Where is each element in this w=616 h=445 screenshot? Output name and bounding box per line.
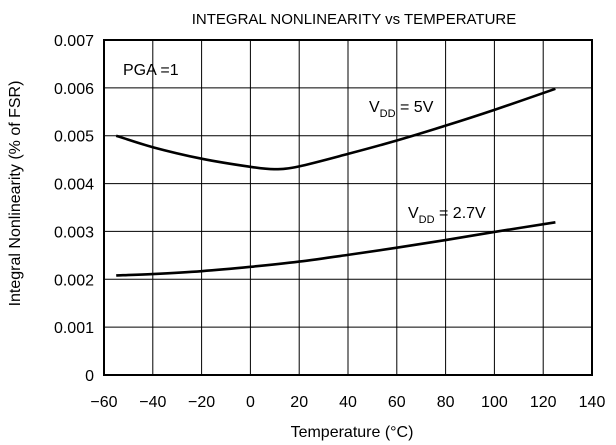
y-tick-label: 0.004 bbox=[54, 177, 94, 194]
x-tick-label: −60 bbox=[90, 394, 117, 411]
series-label-sub: DD bbox=[380, 108, 396, 120]
x-tick-label: 0 bbox=[246, 394, 255, 411]
x-tick-label: 140 bbox=[579, 394, 606, 411]
series-label-sub: DD bbox=[419, 214, 435, 226]
x-tick-label: 120 bbox=[530, 394, 557, 411]
series-label-vdd-5v: VDD = 5V bbox=[369, 99, 434, 120]
series-line-0 bbox=[115, 87, 556, 171]
y-tick-label: 0.007 bbox=[54, 33, 94, 50]
x-tick-label: −40 bbox=[139, 394, 166, 411]
y-tick-label: 0.002 bbox=[54, 272, 94, 289]
series-label-rest: = 5V bbox=[396, 99, 434, 116]
x-tick-label: 40 bbox=[339, 394, 357, 411]
x-axis-title: Temperature (°C) bbox=[291, 424, 414, 441]
y-tick-label: 0.005 bbox=[54, 129, 94, 146]
x-tick-label: 60 bbox=[388, 394, 406, 411]
y-tick-label: 0.006 bbox=[54, 81, 94, 98]
series-label-rest: = 2.7V bbox=[435, 205, 486, 222]
series-lines bbox=[115, 87, 556, 277]
pga-annotation: PGA =1 bbox=[123, 62, 179, 79]
x-tick-label: 20 bbox=[290, 394, 308, 411]
x-tick-label: 80 bbox=[437, 394, 455, 411]
series-label-vdd-2-7v: VDD = 2.7V bbox=[408, 205, 486, 226]
series-label-main: V bbox=[369, 99, 380, 116]
y-tick-label: 0.003 bbox=[54, 224, 94, 241]
x-tick-label: 100 bbox=[481, 394, 508, 411]
plot-frame bbox=[103, 39, 593, 376]
series-label-main: V bbox=[408, 205, 419, 222]
x-tick-label: −20 bbox=[188, 394, 215, 411]
tick-labels: −60 −40 −20 0 20 40 60 80 100 120 140 0 0.001 0.002 0.… bbox=[54, 33, 605, 411]
grid bbox=[104, 40, 592, 375]
y-axis-title: Integral Nonlinearity (% of FSR) bbox=[7, 81, 24, 307]
y-tick-label: 0.001 bbox=[54, 320, 94, 337]
series-line-1 bbox=[116, 221, 556, 277]
chart-title: INTEGRAL NONLINEARITY vs TEMPERATURE bbox=[192, 11, 517, 28]
y-tick-label: 0 bbox=[85, 368, 94, 385]
